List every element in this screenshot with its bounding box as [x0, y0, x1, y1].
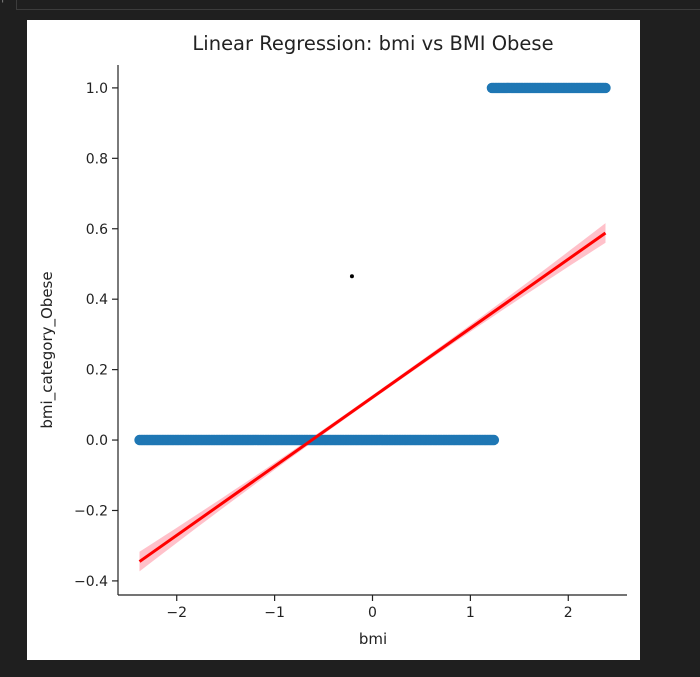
y-tick-label: 0.6	[86, 222, 108, 238]
scatter-point	[600, 82, 611, 94]
y-tick-label: 0.8	[86, 151, 108, 167]
regression-line	[138, 231, 607, 563]
regression-chart: Linear Regression: bmi vs BMI Obese −2 −1…	[38, 32, 627, 648]
notebook-top-strip: ¦	[0, 0, 700, 10]
x-tick-label: −1	[264, 605, 285, 621]
y-tick-label: −0.2	[74, 503, 108, 519]
x-tick-label: 2	[564, 605, 573, 621]
y-axis-label: bmi_category_Obese	[38, 271, 57, 428]
regression-line-layer	[138, 231, 607, 563]
y-tick-label: 0.2	[86, 363, 108, 379]
chart-title: Linear Regression: bmi vs BMI Obese	[192, 32, 553, 55]
y-tick-label: 1.0	[86, 81, 108, 97]
cell-border	[16, 0, 700, 10]
x-tick-label: −2	[166, 605, 187, 621]
stray-point	[349, 274, 354, 279]
output-cell: Linear Regression: bmi vs BMI Obese −2 −1…	[27, 20, 640, 660]
scatter-point	[488, 434, 500, 446]
x-tick-label: 0	[368, 605, 377, 621]
scatter-points-layer	[134, 82, 611, 446]
y-tick-label: −0.4	[74, 574, 108, 590]
ticks: −2 −1 0 1 2 −0.4 −0.2 0.0 0.2 0.4 0.6 0.8 1.0	[74, 81, 573, 621]
axes	[117, 65, 627, 596]
y-tick-label: 0.0	[86, 433, 108, 449]
cell-prompt-glyph: ¦	[0, 0, 5, 4]
x-axis-label: bmi	[359, 630, 387, 648]
x-tick-label: 1	[466, 605, 475, 621]
y-tick-label: 0.4	[86, 292, 108, 308]
